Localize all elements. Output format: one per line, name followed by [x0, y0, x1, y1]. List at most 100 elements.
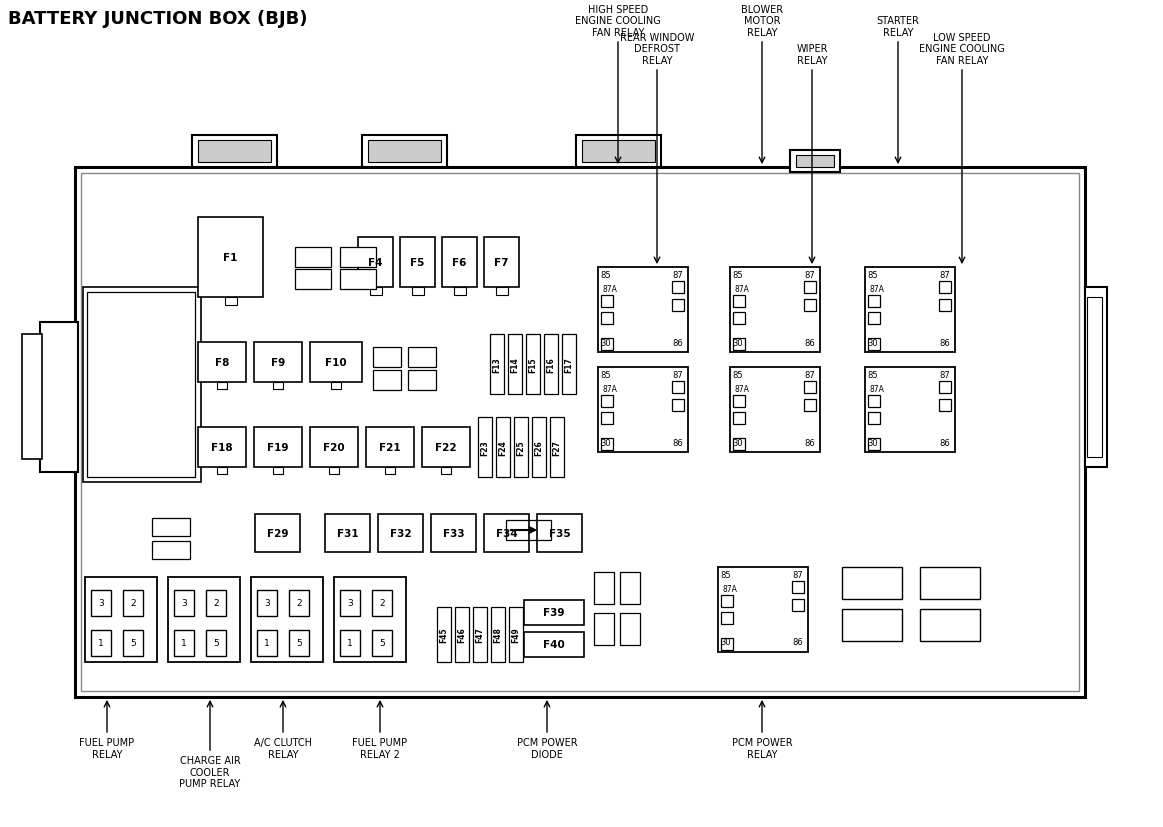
Bar [87, 293, 195, 477]
Bar [733, 295, 745, 308]
Text: BLOWER
MOTOR
RELAY: BLOWER MOTOR RELAY [741, 5, 783, 38]
Bar [1087, 298, 1103, 457]
Bar [311, 428, 358, 467]
Text: 87: 87 [940, 270, 950, 280]
Bar [537, 514, 582, 552]
Bar [152, 542, 190, 559]
Bar [939, 399, 951, 412]
Bar [257, 630, 277, 656]
Bar [718, 567, 808, 653]
Text: BATTERY JUNCTION BOX (BJB): BATTERY JUNCTION BOX (BJB) [8, 10, 307, 28]
Text: F27: F27 [552, 439, 562, 456]
Text: 87: 87 [940, 370, 950, 379]
Bar [868, 313, 880, 325]
Bar [721, 595, 733, 607]
Bar [672, 282, 684, 294]
Bar [865, 268, 955, 352]
Bar [484, 514, 529, 552]
Bar [329, 467, 338, 475]
Text: F6: F6 [452, 258, 466, 268]
Bar [601, 295, 613, 308]
Bar [490, 335, 504, 394]
Bar [91, 590, 110, 616]
Bar [198, 428, 247, 467]
Text: F29: F29 [266, 528, 288, 538]
Text: 86: 86 [805, 338, 815, 347]
Bar [601, 413, 613, 424]
Text: STARTER
RELAY: STARTER RELAY [877, 17, 920, 38]
Bar [939, 381, 951, 394]
Text: F26: F26 [535, 440, 543, 456]
Text: 86: 86 [805, 438, 815, 447]
Bar [288, 590, 309, 616]
Text: 87: 87 [672, 270, 684, 280]
Text: F33: F33 [443, 528, 464, 538]
Text: F39: F39 [543, 608, 565, 618]
Text: REAR WINDOW
DEFROST
RELAY: REAR WINDOW DEFROST RELAY [620, 33, 694, 66]
Bar [273, 467, 283, 475]
Text: 87A: 87A [602, 385, 618, 394]
Bar [721, 638, 733, 650]
Bar [257, 590, 277, 616]
Bar [804, 399, 816, 412]
Text: 30: 30 [868, 438, 878, 447]
Bar [192, 136, 277, 168]
Bar [865, 367, 955, 452]
Bar [224, 298, 236, 306]
Text: 30: 30 [868, 338, 878, 347]
Bar [442, 237, 477, 288]
Bar [373, 347, 401, 367]
Bar [509, 607, 523, 662]
Bar [939, 282, 951, 294]
Bar [601, 395, 613, 408]
Bar [340, 270, 376, 289]
Text: CHARGE AIR
COOLER
PUMP RELAY: CHARGE AIR COOLER PUMP RELAY [179, 755, 241, 788]
Bar [372, 590, 392, 616]
Bar [174, 630, 194, 656]
Bar [804, 299, 816, 312]
Text: 86: 86 [672, 438, 684, 447]
Bar [920, 609, 980, 641]
Bar [198, 342, 247, 383]
Bar [441, 467, 451, 475]
Text: F17: F17 [564, 356, 573, 372]
Bar [842, 609, 902, 641]
Text: 3: 3 [347, 599, 352, 608]
Text: 85: 85 [600, 270, 612, 280]
Text: 87: 87 [805, 370, 815, 379]
Bar [868, 413, 880, 424]
Bar [408, 347, 436, 367]
Text: 5: 5 [213, 638, 219, 648]
Text: FUEL PUMP
RELAY 2: FUEL PUMP RELAY 2 [352, 737, 407, 758]
Bar [206, 590, 226, 616]
Text: 87A: 87A [870, 285, 884, 294]
Text: 86: 86 [793, 638, 804, 647]
Text: HIGH SPEED
ENGINE COOLING
FAN RELAY: HIGH SPEED ENGINE COOLING FAN RELAY [576, 5, 661, 38]
Bar [331, 383, 341, 390]
Text: F22: F22 [435, 442, 457, 452]
Bar [366, 428, 414, 467]
Bar [733, 313, 745, 325]
Bar [792, 581, 804, 593]
Bar [251, 577, 323, 662]
Bar [412, 288, 423, 295]
Text: 5: 5 [379, 638, 385, 648]
Bar [733, 438, 745, 451]
Text: F40: F40 [543, 640, 565, 650]
Bar [672, 299, 684, 312]
Text: 3: 3 [98, 599, 104, 608]
Bar [576, 136, 661, 168]
Text: 3: 3 [264, 599, 270, 608]
Bar [525, 632, 584, 657]
Bar [730, 268, 820, 352]
Text: A/C CLUTCH
RELAY: A/C CLUTCH RELAY [254, 737, 312, 758]
Text: F31: F31 [336, 528, 358, 538]
Text: 30: 30 [733, 338, 743, 347]
Bar [255, 514, 300, 552]
Text: 30: 30 [600, 338, 612, 347]
Bar [167, 577, 240, 662]
Bar [601, 438, 613, 451]
Bar [198, 141, 271, 163]
Bar [217, 467, 227, 475]
Text: 85: 85 [733, 270, 743, 280]
